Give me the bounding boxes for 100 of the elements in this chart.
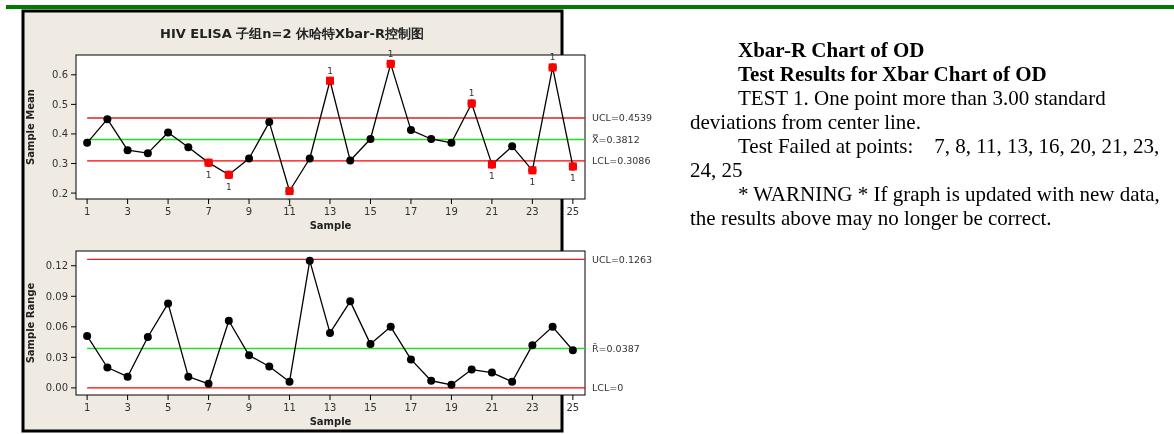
y-tick-label: 0.00 (45, 382, 68, 394)
point (265, 118, 274, 127)
point (447, 380, 456, 389)
y-tick-label: 0.2 (52, 187, 68, 199)
y-tick-label: 0.09 (45, 290, 68, 302)
point (83, 138, 92, 147)
chart-title: HIV ELISA 子组n=2 休哈特Xbar-R控制图 (160, 26, 424, 41)
point (143, 149, 152, 158)
x-tick-label: 21 (485, 206, 499, 217)
x-tick-label: 17 (404, 402, 418, 413)
x-tick-label: 9 (245, 402, 253, 413)
x-axis-title: Sample (309, 220, 352, 231)
annotation: 1 (387, 48, 394, 59)
y-tick-label: 0.12 (45, 260, 68, 272)
x-tick-label: 3 (124, 402, 131, 413)
point (548, 322, 557, 331)
point (164, 128, 173, 137)
y-axis-title: Sample Range (25, 282, 36, 364)
annotation: 1 (468, 88, 475, 99)
point (346, 156, 355, 165)
annotation: 1 (489, 171, 495, 182)
point (245, 351, 254, 360)
point (305, 256, 314, 265)
y-tick-label: 0.6 (52, 69, 68, 81)
annotation: 1 (205, 169, 212, 180)
x-tick-label: 3 (124, 206, 131, 217)
x-axis-title: Sample (309, 416, 352, 427)
point (325, 328, 334, 337)
x-tick-label: 7 (205, 206, 212, 217)
x-tick-label: 19 (445, 206, 458, 217)
y-axis-title: Sample Mean (25, 89, 36, 165)
ref-line-label: UCL=0.4539 (592, 112, 653, 124)
x-tick-label: 5 (164, 402, 172, 413)
y-tick-label: 0.03 (45, 351, 68, 363)
point (447, 138, 456, 147)
ref-line-label: R̄=0.0387 (592, 342, 640, 354)
point (224, 316, 233, 325)
point (184, 372, 193, 381)
point (427, 376, 436, 385)
point (406, 355, 415, 364)
text: Xbar-R Chart of OD (738, 38, 925, 62)
point (245, 154, 254, 163)
text: * WARNING * If graph is updated with new data, the results above may no longer be correct. (690, 182, 1160, 230)
annotation: 1 (286, 198, 293, 209)
y-tick-label: 0.4 (52, 128, 68, 140)
point (568, 346, 577, 355)
point (508, 377, 517, 386)
point (83, 331, 92, 340)
point (123, 146, 132, 155)
ref-line-label: LCL=0.3086 (592, 155, 651, 167)
x-tick-label: 13 (323, 206, 337, 217)
point (103, 115, 112, 124)
x-tick-label: 23 (526, 402, 539, 413)
x-tick-label: 13 (323, 402, 337, 413)
point (123, 372, 132, 381)
annotation: 1 (569, 173, 576, 184)
point (366, 340, 375, 349)
point (164, 299, 173, 308)
point (346, 297, 355, 306)
x-tick-label: 25 (566, 402, 580, 413)
text: TEST 1. One point more than 3.00 standard deviations from center line. (690, 86, 1107, 134)
ref-line-label: X̿=0.3812 (592, 133, 640, 145)
annotation: 1 (225, 181, 232, 192)
x-tick-label: 25 (566, 206, 580, 217)
point (204, 379, 213, 388)
y-tick-label: 0.06 (45, 321, 68, 333)
point (528, 341, 537, 350)
point (366, 134, 375, 143)
x-tick-label: 9 (245, 206, 253, 217)
point (184, 143, 193, 152)
x-tick-label: 11 (283, 206, 296, 217)
x-tick-label: 7 (205, 402, 212, 413)
annotation: 1 (549, 52, 556, 63)
ref-line-label: UCL=0.1263 (592, 253, 653, 265)
point (427, 134, 436, 143)
x-tick-label: 23 (526, 206, 539, 217)
point (143, 332, 152, 341)
point (508, 142, 517, 151)
x-tick-label: 15 (364, 206, 377, 217)
y-tick-label: 0.3 (52, 158, 68, 170)
point (285, 377, 294, 386)
ref-line-label: LCL=0 (592, 382, 624, 394)
point (305, 154, 314, 163)
x-tick-label: 1 (83, 206, 91, 217)
x-tick-label: 17 (404, 206, 418, 217)
point (487, 368, 496, 377)
annotation: 1 (327, 65, 333, 76)
y-tick-label: 0.5 (52, 98, 68, 110)
point (467, 365, 476, 374)
x-tick-label: 1 (83, 402, 91, 413)
x-tick-label: 11 (283, 402, 296, 413)
text: Test Results for Xbar Chart of OD (738, 62, 1047, 86)
x-tick-label: 15 (364, 402, 377, 413)
point (386, 322, 395, 331)
point (103, 363, 112, 372)
point (406, 126, 415, 135)
point (265, 362, 274, 371)
x-tick-label: 19 (445, 402, 458, 413)
x-tick-label: 5 (164, 206, 172, 217)
x-tick-label: 21 (485, 402, 499, 413)
